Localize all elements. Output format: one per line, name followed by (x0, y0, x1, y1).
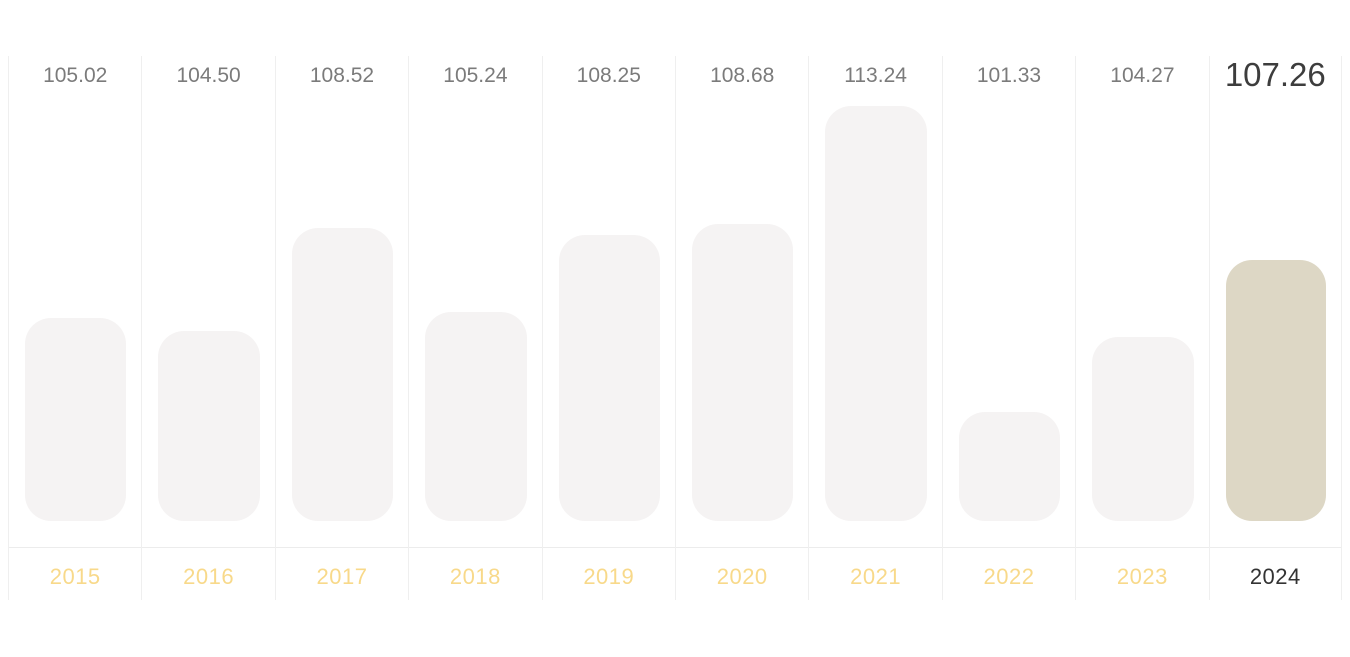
value-label: 104.50 (176, 64, 241, 87)
x-tick-label: 2021 (850, 564, 902, 589)
bar-column-2022[interactable]: 101.33 2022 (941, 56, 1075, 600)
value-label: 101.33 (976, 64, 1042, 87)
bar[interactable] (558, 234, 660, 521)
bar-column-2021[interactable]: 113.24 2021 (808, 56, 941, 600)
bar[interactable] (1225, 259, 1326, 521)
x-tick-label: 2024 (1249, 564, 1301, 589)
bar[interactable] (425, 311, 527, 521)
bar[interactable] (825, 106, 927, 521)
value-label: 108.25 (576, 64, 641, 87)
x-tick-label: 2017 (316, 564, 368, 589)
bar[interactable] (958, 412, 1061, 521)
x-tick-label: 2015 (49, 564, 101, 589)
value-label: 104.27 (1110, 64, 1175, 87)
value-label: 107.26 (1224, 56, 1326, 93)
bar[interactable] (692, 223, 794, 521)
value-label: 105.02 (43, 64, 108, 87)
bar-column-2017[interactable]: 108.52 2017 (274, 56, 408, 600)
x-tick-label: 2020 (716, 564, 768, 589)
bar-chart: 105.02 2015 104.50 2016 108.52 2017 105.24 2018… (8, 56, 1342, 600)
bar[interactable] (25, 317, 127, 521)
bar-column-2024[interactable]: 107.26 2024 (1208, 56, 1342, 600)
value-label: 108.52 (309, 64, 375, 87)
bar-column-2020[interactable]: 108.68 2020 (675, 56, 808, 600)
bar-column-2018[interactable]: 105.24 2018 (408, 56, 541, 600)
value-label: 105.24 (443, 64, 508, 87)
value-label: 108.68 (710, 64, 775, 87)
bar-column-2019[interactable]: 108.25 2019 (541, 56, 675, 600)
bar-column-2015[interactable]: 105.02 2015 (8, 56, 141, 600)
value-label: 113.24 (844, 64, 907, 87)
x-tick-label: 2016 (183, 564, 235, 589)
x-tick-label: 2018 (449, 564, 501, 589)
x-tick-label: 2019 (583, 564, 635, 589)
bar[interactable] (291, 227, 394, 521)
bar-column-2016[interactable]: 104.50 2016 (141, 56, 274, 600)
x-tick-label: 2022 (983, 564, 1035, 589)
bar[interactable] (1092, 336, 1194, 521)
bar-column-2023[interactable]: 104.27 2023 (1075, 56, 1208, 600)
x-tick-label: 2023 (1116, 564, 1168, 589)
bar[interactable] (158, 330, 260, 521)
